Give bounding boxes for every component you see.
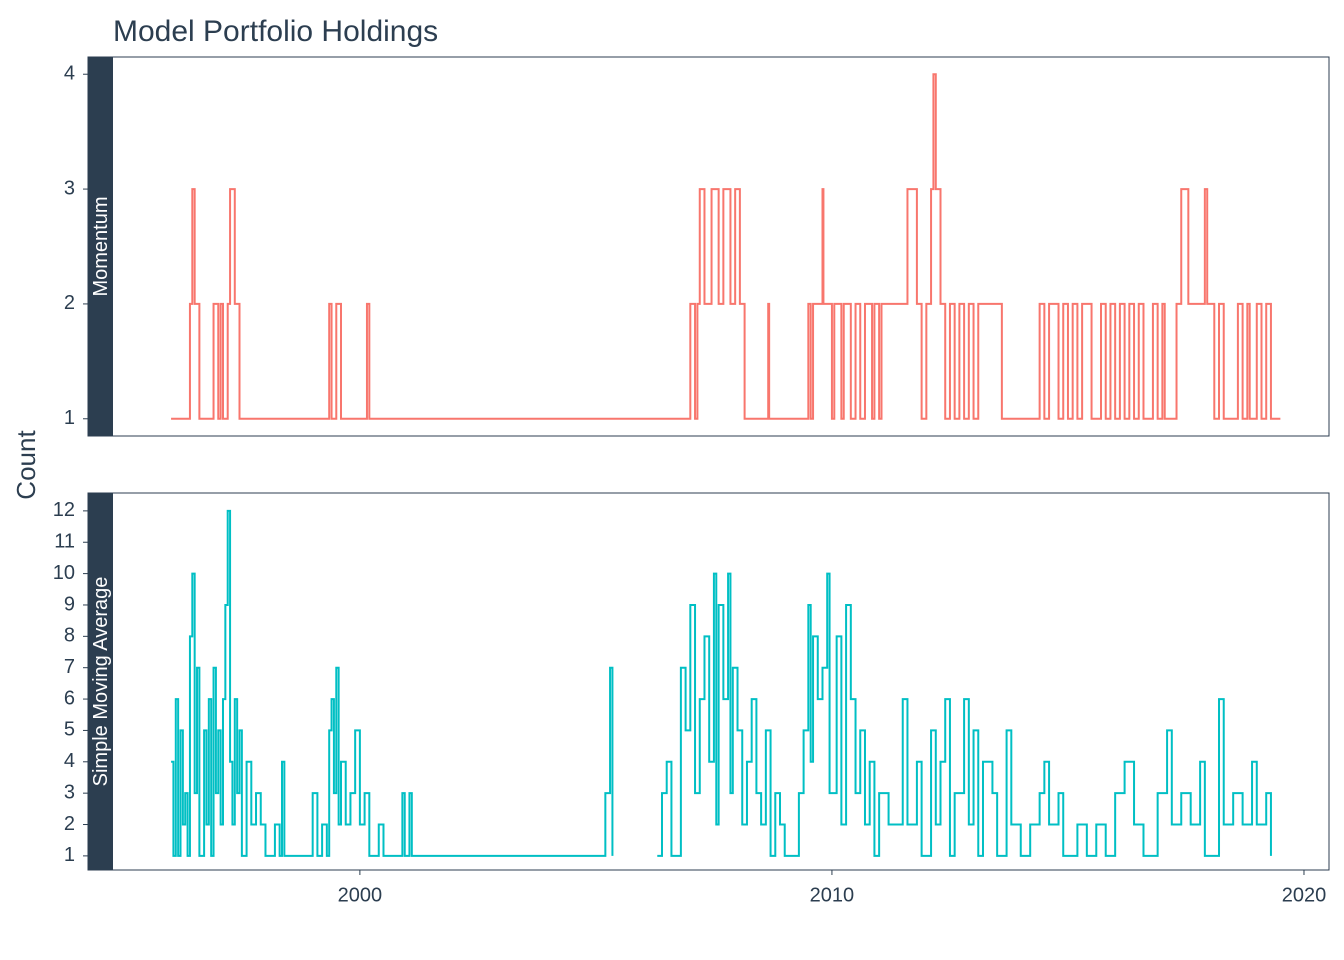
y-tick-label: 12 <box>53 499 75 521</box>
x-tick-label: 2020 <box>1282 884 1327 906</box>
series-line <box>171 73 1281 420</box>
y-tick-label: 4 <box>64 750 75 772</box>
chart-title: Model Portfolio Holdings <box>113 15 438 48</box>
y-tick-label: 3 <box>64 781 75 803</box>
y-tick-label: 10 <box>53 562 75 584</box>
y-tick-label: 11 <box>54 531 75 553</box>
y-axis-label: Count <box>11 430 41 500</box>
facet-label: Simple Moving Average <box>90 577 112 787</box>
y-tick-label: 1 <box>64 407 75 429</box>
y-tick-label: 2 <box>64 813 75 835</box>
y-tick-label: 3 <box>64 177 75 199</box>
y-tick-label: 1 <box>64 844 75 866</box>
x-tick-label: 2000 <box>338 884 383 906</box>
facet-strip <box>88 493 113 870</box>
y-tick-label: 7 <box>64 656 75 678</box>
y-tick-label: 9 <box>64 593 75 615</box>
y-tick-label: 6 <box>64 687 75 709</box>
facet-label: Momentum <box>90 196 112 296</box>
series-line <box>171 509 1272 857</box>
y-tick-label: 2 <box>64 292 75 314</box>
x-tick-label: 2010 <box>810 884 855 906</box>
y-tick-label: 5 <box>64 719 75 741</box>
facet-strip <box>88 57 113 436</box>
y-tick-label: 4 <box>64 63 75 85</box>
y-tick-label: 8 <box>64 625 75 647</box>
